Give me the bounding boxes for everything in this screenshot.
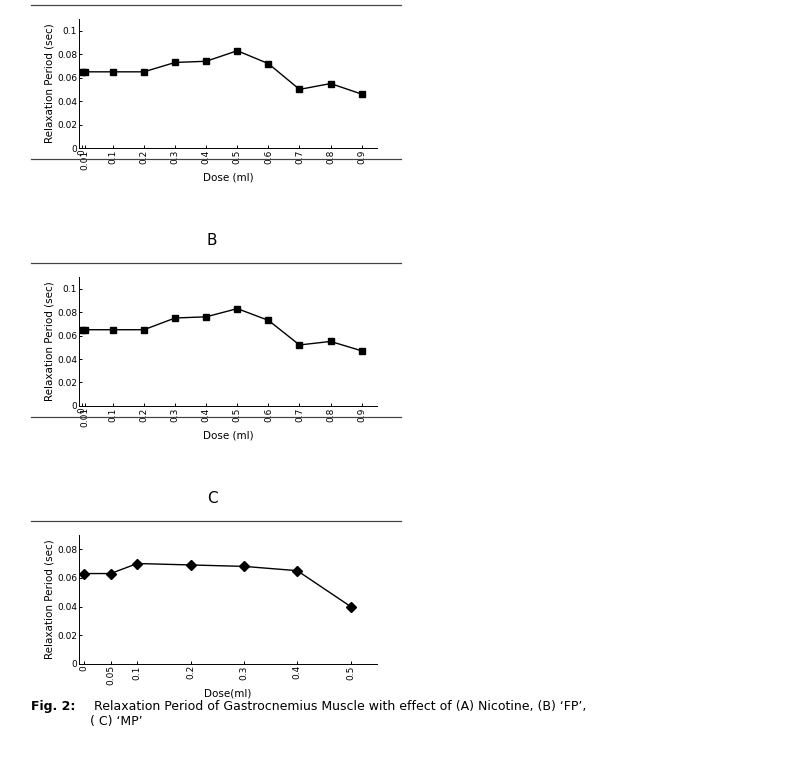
X-axis label: Dose (ml): Dose (ml) <box>203 430 253 440</box>
Text: C: C <box>207 491 218 506</box>
Text: Fig. 2:: Fig. 2: <box>31 700 75 713</box>
Text: B: B <box>207 233 218 248</box>
Y-axis label: Relaxation Period (sec): Relaxation Period (sec) <box>44 282 54 401</box>
X-axis label: Dose (ml): Dose (ml) <box>203 172 253 182</box>
Y-axis label: Relaxation Period (sec): Relaxation Period (sec) <box>44 539 54 659</box>
Text: Relaxation Period of Gastrocnemius Muscle with effect of (A) Nicotine, (B) ‘FP’,: Relaxation Period of Gastrocnemius Muscl… <box>90 700 587 729</box>
Y-axis label: Relaxation Period (sec): Relaxation Period (sec) <box>44 24 54 143</box>
X-axis label: Dose(ml): Dose(ml) <box>204 688 252 698</box>
